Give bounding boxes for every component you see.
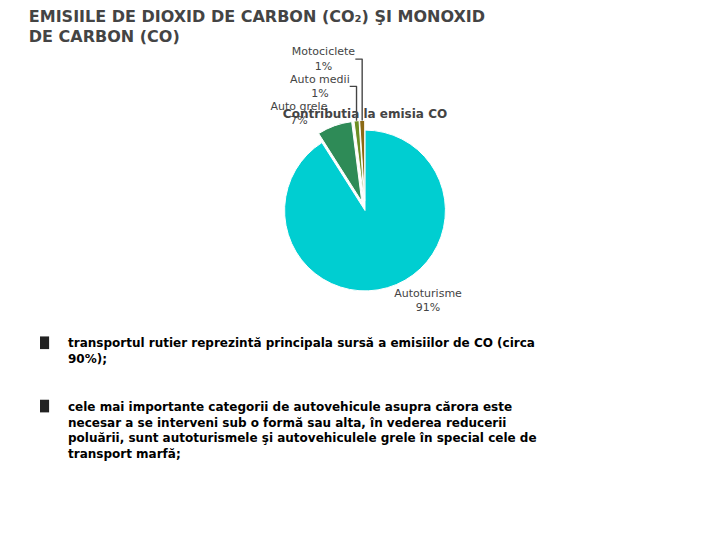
- svg-text:Auto grele7%: Auto grele7%: [271, 100, 328, 127]
- svg-text:Motociclete1%: Motociclete1%: [292, 45, 356, 72]
- svg-text:Contributia la emisia CO: Contributia la emisia CO: [283, 107, 447, 121]
- svg-text:EMISIILE DE DIOXID DE CARBON (: EMISIILE DE DIOXID DE CARBON (CO₂) ŞI MO…: [29, 7, 485, 47]
- svg-text:Autoturisme91%: Autoturisme91%: [394, 287, 462, 314]
- svg-text:transportul rutier reprezintă: transportul rutier reprezintă principala…: [68, 336, 535, 366]
- svg-text:cele mai importante categorii: cele mai importante categorii de autoveh…: [68, 400, 537, 461]
- svg-text:Auto medii1%: Auto medii1%: [290, 73, 350, 100]
